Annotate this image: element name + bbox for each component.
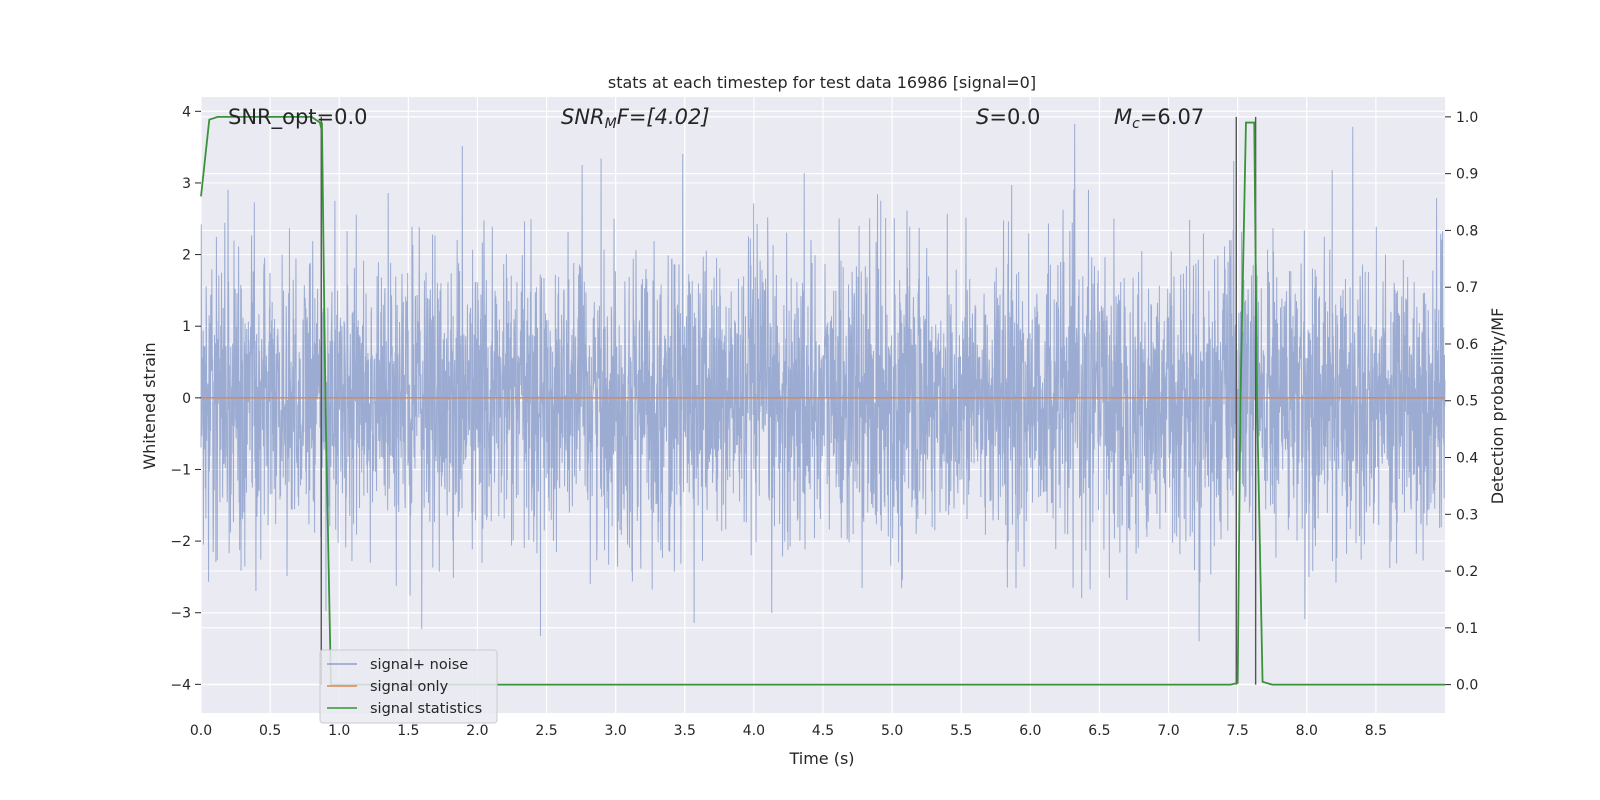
y-right-tick-label: 0.5 xyxy=(1456,394,1478,410)
x-tick-label: 4.0 xyxy=(743,723,765,739)
annotation-mc-rest: =6.07 xyxy=(1140,105,1204,129)
y-right-tick-label: 0.3 xyxy=(1456,507,1478,523)
annotation-snr-mf-rest: F=[4.02] xyxy=(617,105,710,129)
x-tick-label: 3.0 xyxy=(605,723,627,739)
y-tick-label: −1 xyxy=(170,462,191,478)
x-tick-label: 6.0 xyxy=(1019,723,1041,739)
y-right-tick-label: 1.0 xyxy=(1456,110,1478,126)
y-tick-label: 3 xyxy=(182,176,191,192)
x-tick-label: 3.5 xyxy=(674,723,696,739)
y-tick-label: 1 xyxy=(182,319,191,335)
x-tick-label: 1.0 xyxy=(328,723,350,739)
annotation-snr-opt: SNR_opt=0.0 xyxy=(228,105,368,130)
annotation-snr-mf-base: SNR xyxy=(561,105,605,129)
annotation-mc-base: M xyxy=(1114,105,1132,129)
x-tick-label: 5.5 xyxy=(950,723,972,739)
chart-title: stats at each timestep for test data 169… xyxy=(608,73,1036,92)
y-right-tick-label: 0.0 xyxy=(1456,678,1478,694)
legend-label-signal-noise: signal+ noise xyxy=(370,657,468,673)
annotation-s-rest: =0.0 xyxy=(989,105,1040,129)
x-tick-label: 1.5 xyxy=(397,723,419,739)
annotation-snr-mf-sub: M xyxy=(605,116,617,132)
x-tick-label: 2.5 xyxy=(535,723,557,739)
x-tick-label: 5.0 xyxy=(881,723,903,739)
signal-noise-line xyxy=(200,123,1446,642)
y-right-tick-label: 0.1 xyxy=(1456,621,1478,637)
annotation-s-var: S xyxy=(976,105,989,129)
x-tick-label: 8.5 xyxy=(1365,723,1387,739)
x-tick-label: 6.5 xyxy=(1088,723,1110,739)
y-axis-ticks: 4 3 2 1 0 −1 −2 −3 −4 xyxy=(170,104,201,693)
annotation-s: S=0.0 xyxy=(976,105,1040,129)
annotation-mc-sub: c xyxy=(1132,116,1140,132)
x-axis-label: Time (s) xyxy=(788,749,854,768)
y-tick-label: −3 xyxy=(170,606,191,622)
y-right-tick-label: 0.2 xyxy=(1456,564,1478,580)
y-right-tick-label: 0.4 xyxy=(1456,451,1478,467)
y-right-tick-label: 0.8 xyxy=(1456,223,1478,239)
y-right-tick-label: 0.7 xyxy=(1456,280,1478,296)
y-axis-right-ticks: 1.0 0.9 0.8 0.7 0.6 0.5 0.4 0.3 0.2 0.1 0.0 xyxy=(1445,110,1478,694)
x-tick-label: 2.0 xyxy=(466,723,488,739)
y-tick-label: 2 xyxy=(182,248,191,264)
x-tick-label: 7.5 xyxy=(1227,723,1249,739)
legend-label-signal-statistics: signal statistics xyxy=(370,701,482,717)
y-tick-label: −4 xyxy=(170,677,191,693)
x-tick-label: 4.5 xyxy=(812,723,834,739)
y-right-tick-label: 0.6 xyxy=(1456,337,1478,353)
y-axis-right-label: Detection probability/MF xyxy=(1488,308,1507,505)
annotation-snr-mf: SNRMF=[4.02] xyxy=(561,105,710,132)
y-right-tick-label: 0.9 xyxy=(1456,167,1478,183)
legend-label-signal-only: signal only xyxy=(370,679,449,695)
x-tick-label: 0.5 xyxy=(259,723,281,739)
x-tick-label: 8.0 xyxy=(1296,723,1318,739)
y-tick-label: −2 xyxy=(170,534,191,550)
x-tick-label: 0.0 xyxy=(190,723,212,739)
y-tick-label: 0 xyxy=(182,391,191,407)
x-axis-ticks: 0.0 0.5 1.0 1.5 2.0 2.5 3.0 3.5 4.0 4.5 5.0 5.5 6.0 6… xyxy=(190,723,1387,739)
y-tick-label: 4 xyxy=(182,104,191,120)
x-tick-label: 7.0 xyxy=(1157,723,1179,739)
legend: signal+ noise signal only signal statist… xyxy=(319,649,498,724)
annotation-mc: Mc=6.07 xyxy=(1114,105,1204,132)
y-axis-label: Whitened strain xyxy=(140,342,159,469)
legend-box xyxy=(319,649,498,724)
series-signal-noise xyxy=(200,123,1446,642)
